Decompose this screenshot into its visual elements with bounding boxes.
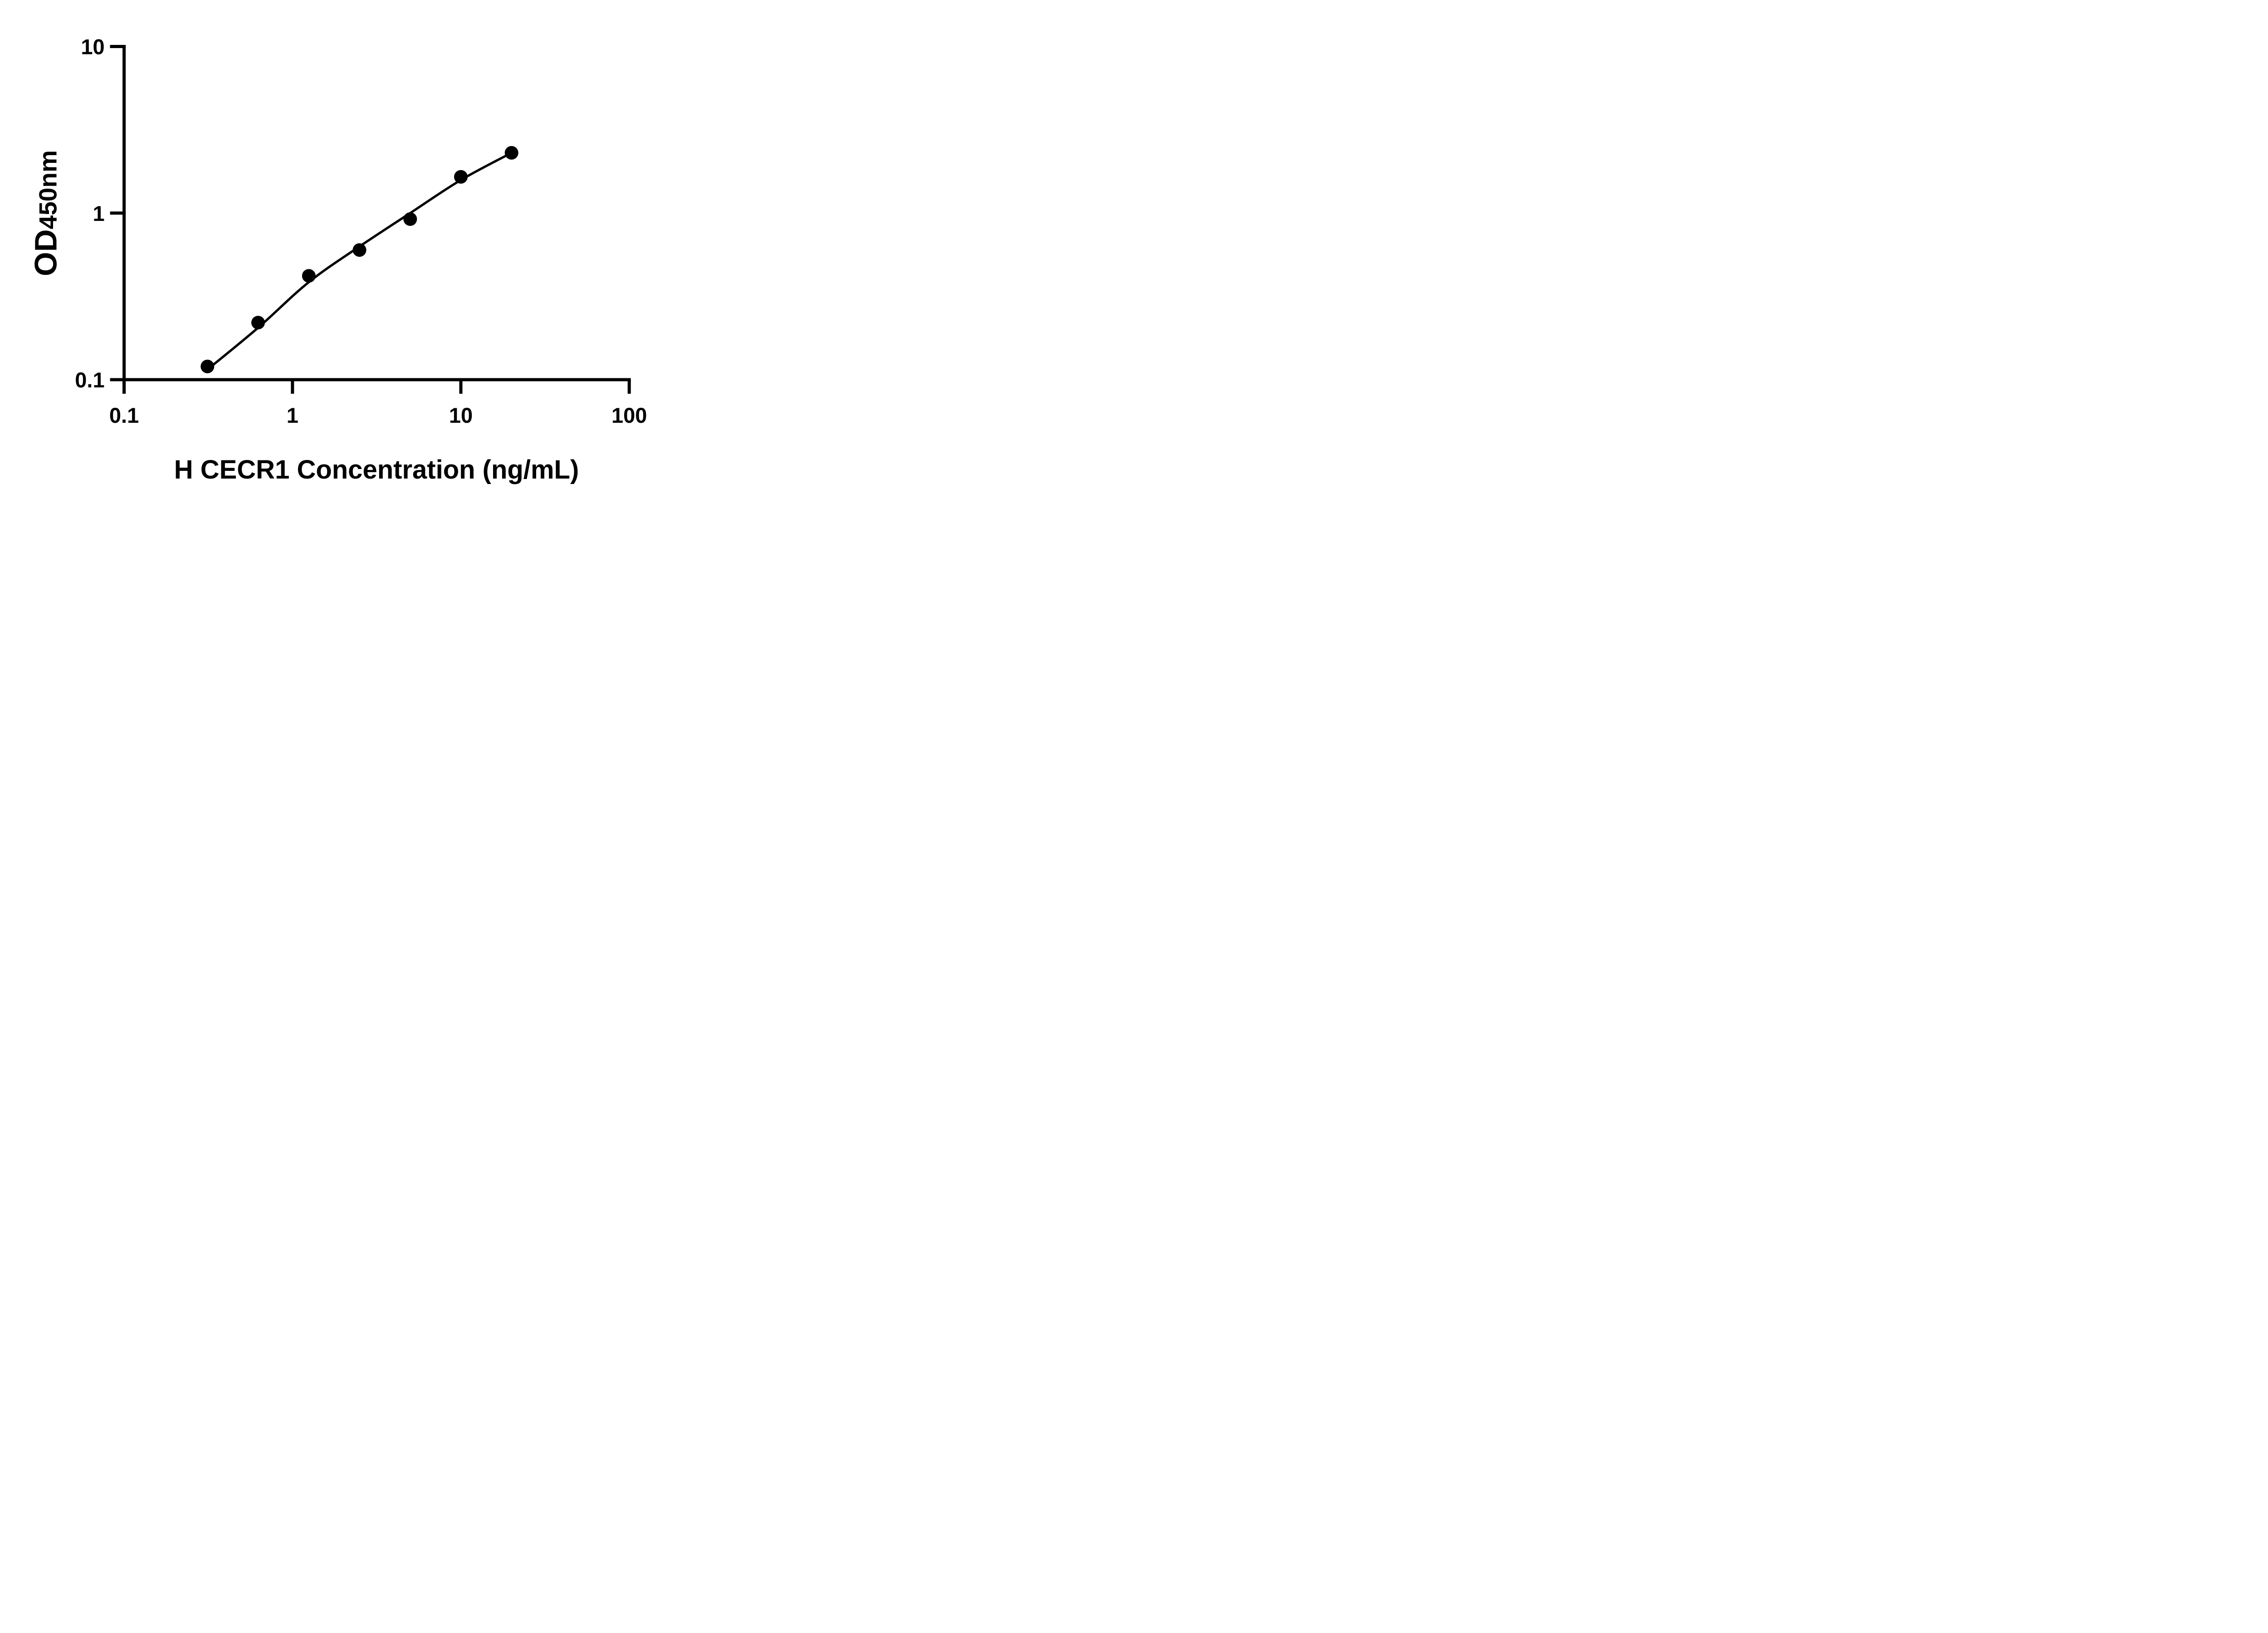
chart-canvas: 0.1 1 10 0.1 1 10 100	[75, 35, 647, 428]
data-point-marker	[251, 316, 265, 330]
x-axis-tick-label: 10	[449, 403, 473, 427]
y-axis-tick-label: 1	[93, 201, 104, 225]
data-point-marker	[454, 170, 468, 184]
data-point-marker	[302, 269, 316, 283]
data-point-marker	[200, 359, 215, 373]
x-axis-tick-label: 100	[611, 403, 647, 427]
y-axis-tick-label: 10	[81, 35, 104, 59]
x-axis-title: H CECR1 Concentration (ng/mL)	[174, 455, 579, 484]
x-axis-tick-label: 0.1	[109, 403, 139, 427]
y-axis-tick-label: 0.1	[75, 368, 104, 392]
fitted-curve-line	[206, 152, 513, 371]
x-axis-tick-label: 1	[287, 403, 298, 427]
data-point-marker	[504, 146, 518, 160]
elisa-standard-curve-figure: 0.1 1 10 0.1 1 10 100 H CECR1 Concentration (n…	[0, 0, 700, 499]
y-axis-title: OD450nm	[28, 150, 64, 276]
data-point-marker	[403, 212, 417, 226]
y-axis-title-subscript: 450nm	[34, 150, 62, 230]
y-axis-title-main: OD	[28, 229, 64, 276]
data-point-marker	[352, 243, 367, 257]
